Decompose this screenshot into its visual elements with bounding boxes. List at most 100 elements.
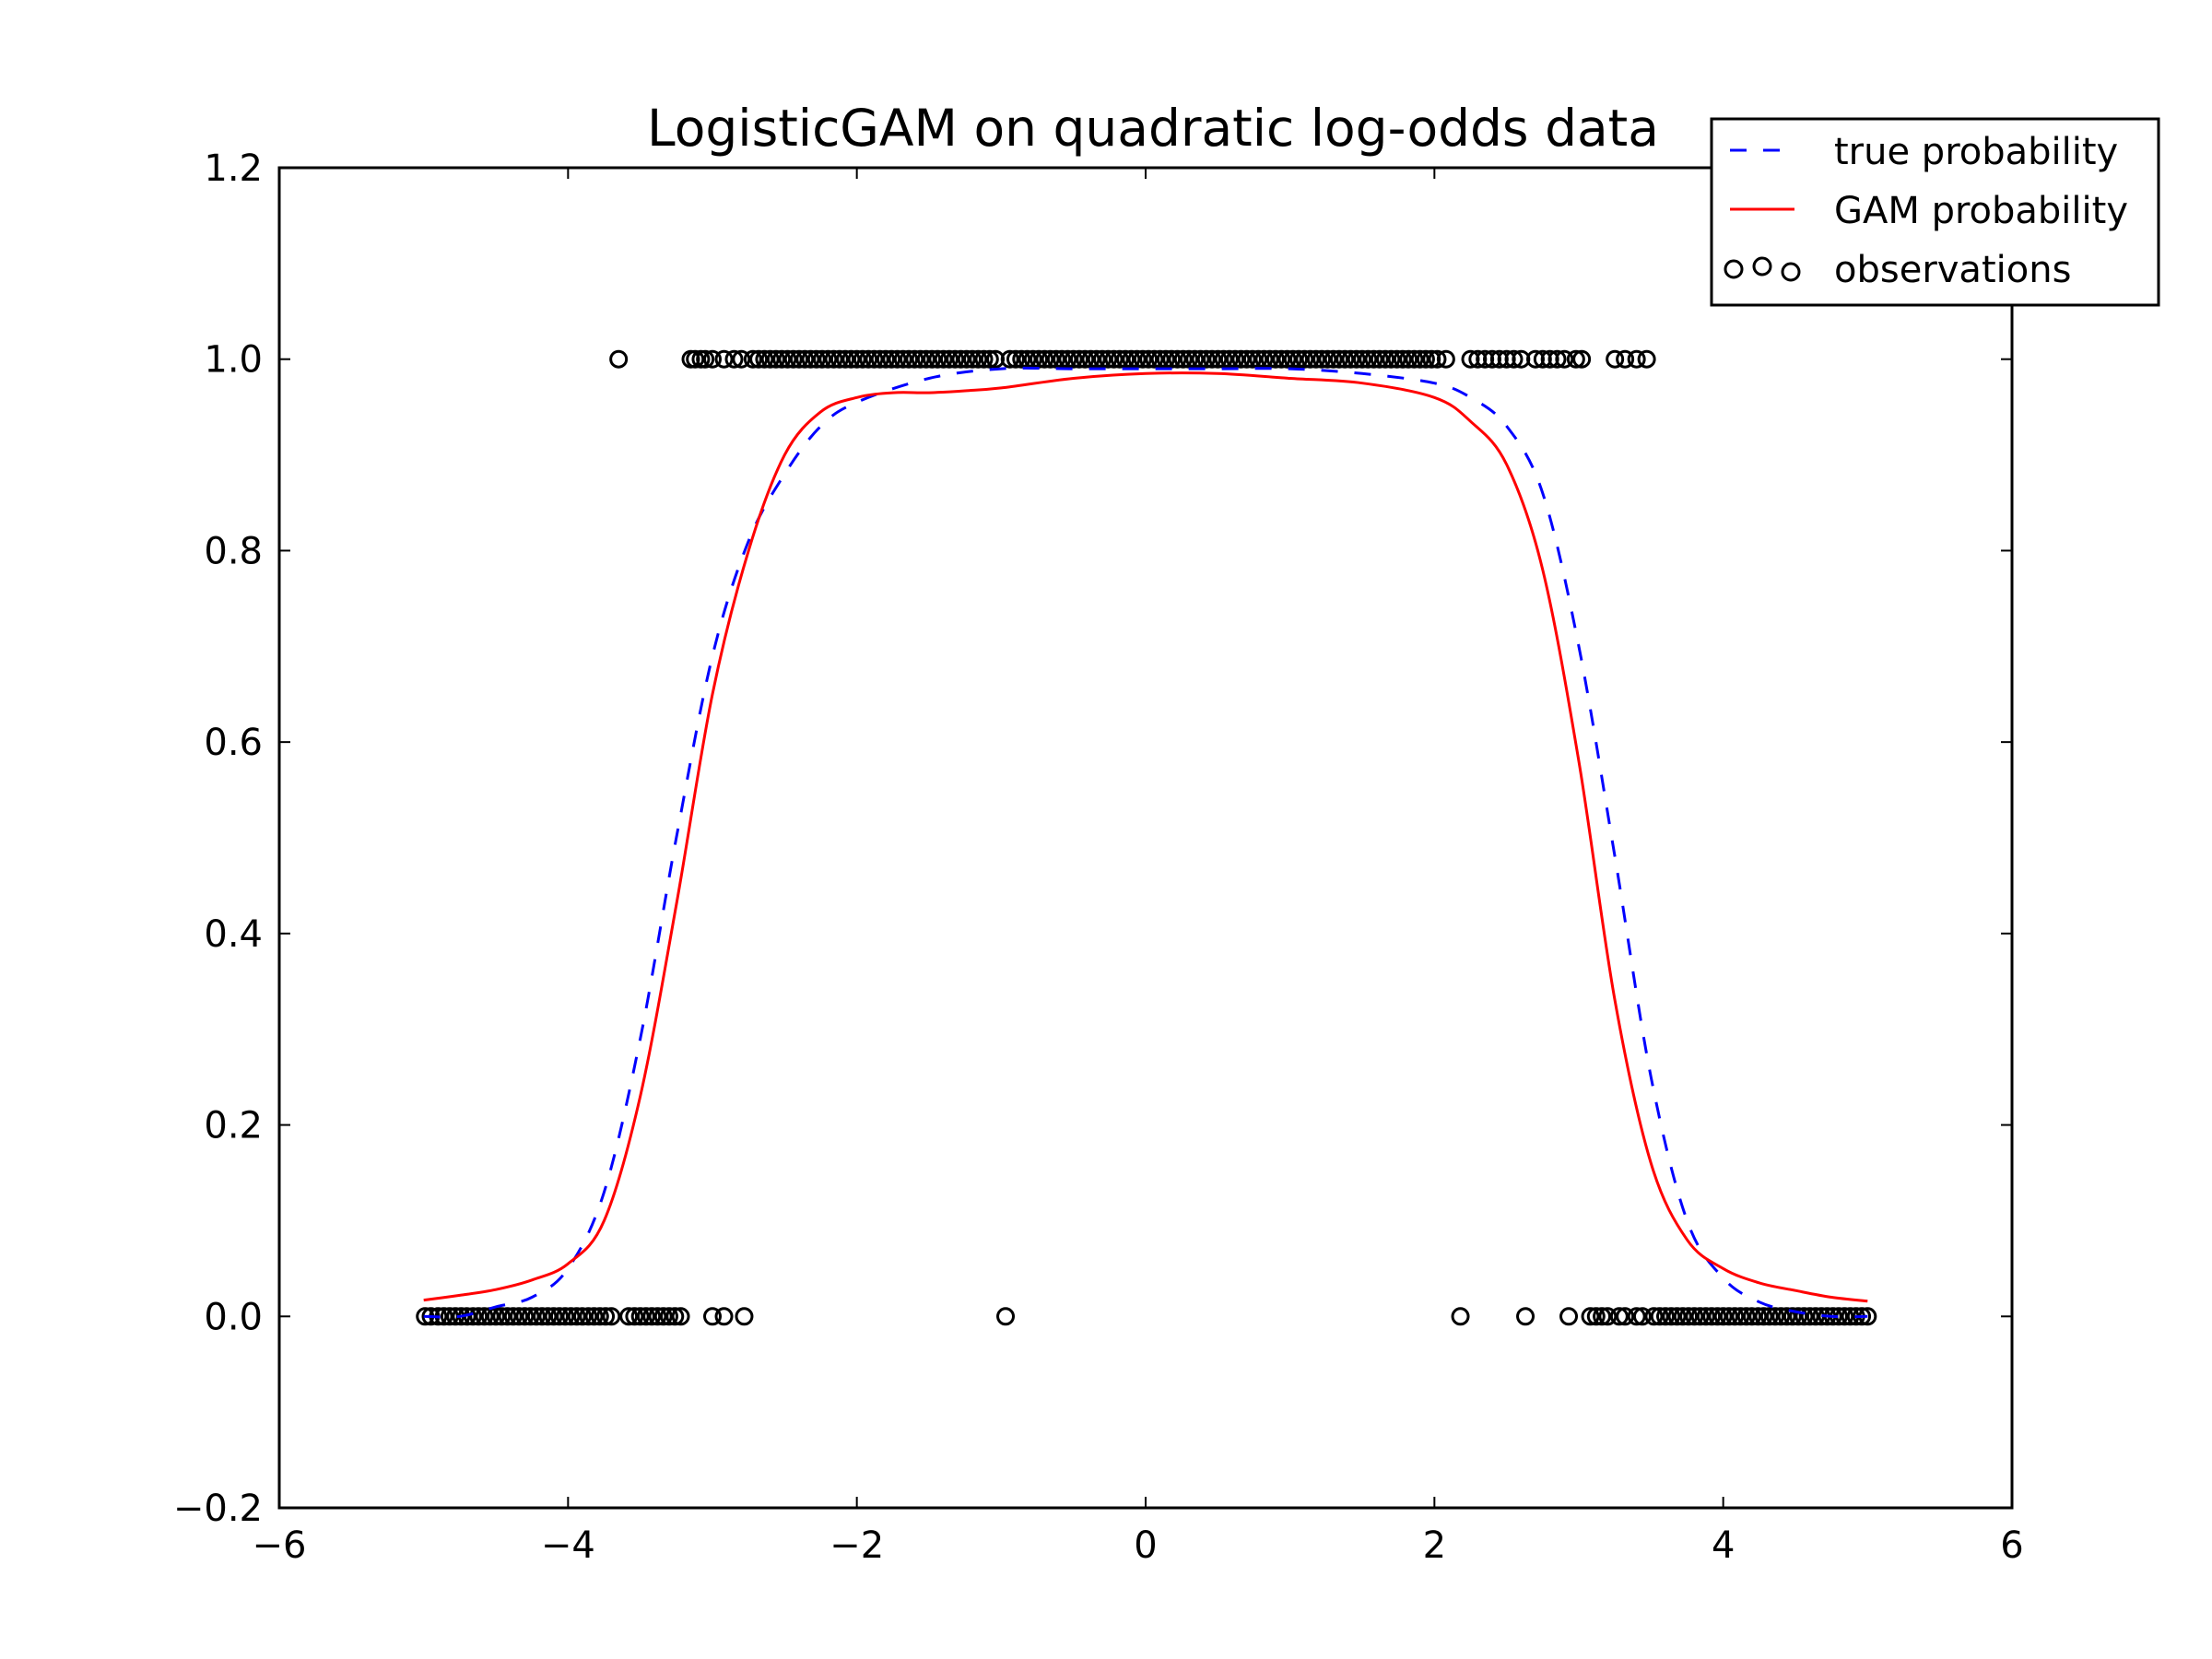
observation-point xyxy=(1451,1307,1470,1326)
observation-point xyxy=(870,349,889,369)
observation-point xyxy=(928,349,947,369)
observation-point xyxy=(503,1307,523,1326)
y-tick-label: 0.0 xyxy=(204,1296,263,1338)
observation-point xyxy=(636,1307,655,1326)
observation-point xyxy=(1081,349,1100,369)
observation-point xyxy=(469,1307,488,1326)
x-tick-label: −6 xyxy=(253,1524,307,1567)
observation-point xyxy=(969,349,988,369)
observation-point xyxy=(544,1307,563,1326)
observation-point xyxy=(1295,349,1314,369)
observation-point xyxy=(1616,349,1635,369)
observation-point xyxy=(923,349,942,369)
observation-point xyxy=(609,349,629,369)
observation-point xyxy=(824,349,843,369)
observation-point xyxy=(1748,1307,1768,1326)
plot-area xyxy=(416,349,1877,1326)
observation-point xyxy=(1203,349,1222,369)
observation-point xyxy=(1035,349,1054,369)
observation-point xyxy=(916,349,935,369)
observation-point xyxy=(714,1307,734,1326)
observation-point xyxy=(1110,349,1129,369)
observation-point xyxy=(1725,1307,1745,1326)
observation-point xyxy=(521,1307,540,1326)
observation-point xyxy=(783,349,803,369)
observation-point xyxy=(1076,349,1095,369)
observation-point xyxy=(1318,349,1337,369)
observation-point xyxy=(1685,1307,1704,1326)
observation-point xyxy=(1260,349,1279,369)
legend-box xyxy=(1710,117,2160,307)
legend-observations-marker xyxy=(1752,256,1772,276)
observation-point xyxy=(813,349,832,369)
observation-point xyxy=(475,1307,494,1326)
observation-point xyxy=(1789,1307,1808,1326)
observation-point xyxy=(755,349,774,369)
legend-observations-marker xyxy=(1781,262,1801,282)
observation-point xyxy=(893,349,912,369)
observation-point xyxy=(957,349,976,369)
observation-point xyxy=(1598,1307,1618,1326)
x-tick-label: 6 xyxy=(2000,1524,2023,1567)
observation-point xyxy=(963,349,982,369)
observation-point xyxy=(1341,349,1360,369)
y-tick-label: 1.2 xyxy=(204,147,263,190)
observation-point xyxy=(703,1307,722,1326)
observation-point xyxy=(1064,349,1083,369)
observation-point xyxy=(1226,349,1245,369)
observation-point xyxy=(1794,1307,1814,1326)
observation-point xyxy=(1283,349,1302,369)
observation-point xyxy=(1650,1307,1669,1326)
legend-gam-probability-label: GAM probability xyxy=(1834,190,2128,232)
observation-point xyxy=(630,1307,650,1326)
x-tick-label: 4 xyxy=(1712,1524,1735,1567)
observation-point xyxy=(766,349,785,369)
observation-point xyxy=(1099,349,1118,369)
observation-point xyxy=(1436,349,1455,369)
chart-title: LogisticGAM on quadratic log-odds data xyxy=(647,99,1659,158)
observation-point xyxy=(1754,1307,1773,1326)
observation-point xyxy=(735,1307,754,1326)
observation-point xyxy=(510,1307,529,1326)
observation-point xyxy=(1122,349,1141,369)
observation-point xyxy=(1272,349,1291,369)
x-tick-label: −2 xyxy=(830,1524,884,1567)
observation-point xyxy=(1168,349,1187,369)
observation-point xyxy=(1133,349,1152,369)
observation-point xyxy=(1116,349,1135,369)
observation-point xyxy=(1242,349,1262,369)
observation-point xyxy=(1759,1307,1779,1326)
observation-point xyxy=(1289,349,1309,369)
observation-point xyxy=(934,349,953,369)
observation-point xyxy=(888,349,907,369)
observation-point xyxy=(996,1307,1016,1326)
observation-point xyxy=(1306,349,1325,369)
observation-point xyxy=(1353,349,1371,369)
y-tick-label: 1.0 xyxy=(204,339,263,382)
observation-point xyxy=(1087,349,1106,369)
observation-point xyxy=(1387,349,1406,369)
observation-point xyxy=(1046,349,1065,369)
observation-point xyxy=(1231,349,1251,369)
observation-point xyxy=(1393,349,1412,369)
observation-point xyxy=(980,349,999,369)
legend-observations-label: observations xyxy=(1834,249,2071,291)
observation-point xyxy=(946,349,965,369)
observation-point xyxy=(1667,1307,1687,1326)
observation-point xyxy=(1616,1307,1635,1326)
observation-point xyxy=(696,349,715,369)
observation-point xyxy=(584,1307,604,1326)
observation-point xyxy=(596,1307,616,1326)
y-tick-label: −0.2 xyxy=(173,1488,263,1530)
observation-point xyxy=(1347,349,1366,369)
observation-point xyxy=(1609,1307,1629,1326)
observation-point xyxy=(1277,349,1297,369)
observation-point xyxy=(1644,1307,1664,1326)
y-tick-label: 0.2 xyxy=(204,1105,263,1147)
observation-point xyxy=(1335,349,1355,369)
observation-point xyxy=(1156,349,1175,369)
observation-point xyxy=(1673,1307,1692,1326)
observation-point xyxy=(573,1307,592,1326)
observation-point xyxy=(703,349,722,369)
